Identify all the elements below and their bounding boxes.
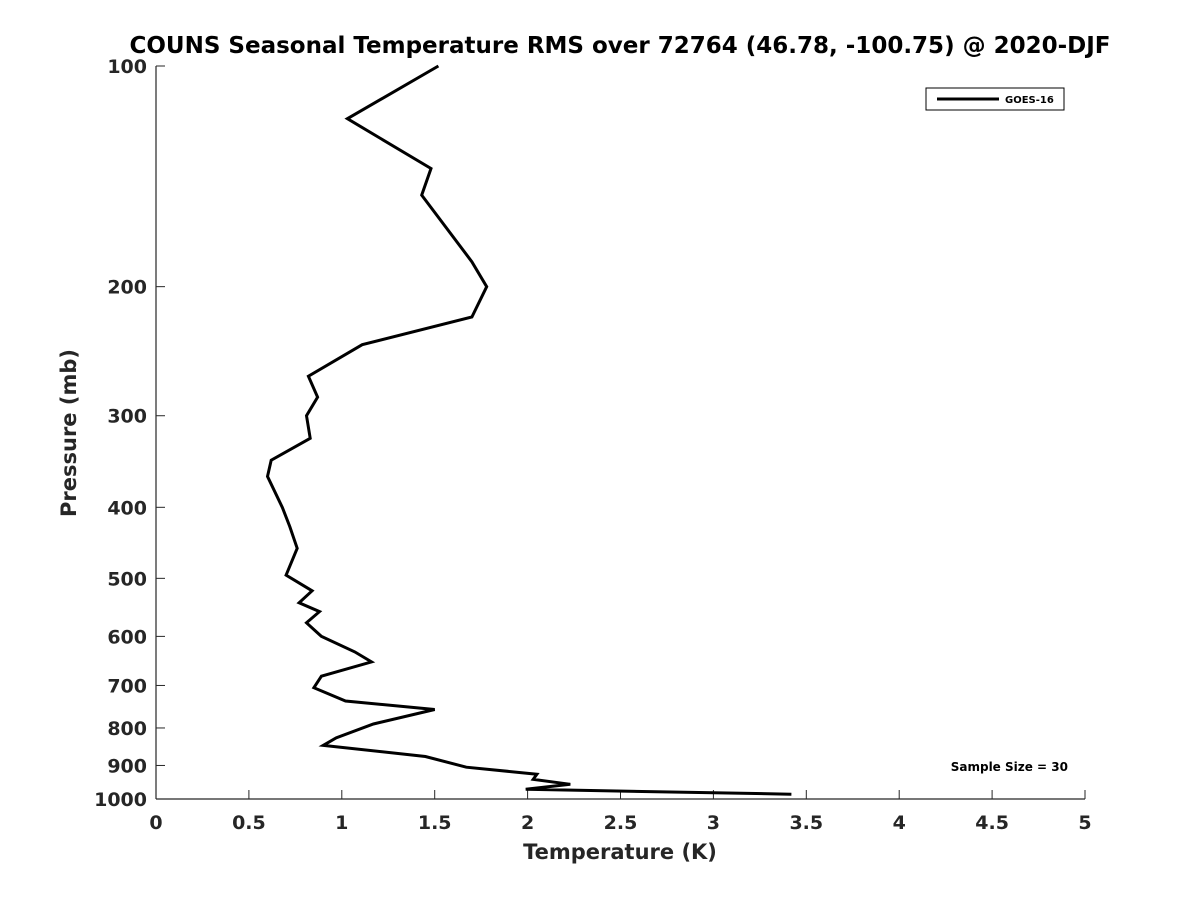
x-tick-label: 1 [335,812,348,834]
sample-size-annotation: Sample Size = 30 [951,760,1068,774]
y-tick-labels: 100 200 300 400 500 600 700 800 900 1000 [94,56,147,811]
x-tick-label: 3 [707,812,720,834]
y-axis-label: Pressure (mb) [57,349,81,517]
axes [155,66,1085,800]
y-tick-label: 200 [107,277,147,299]
series-group [265,64,792,796]
x-tick-label: 5 [1078,812,1091,834]
y-tick-label: 700 [107,675,147,697]
x-tick-label: 0.5 [232,812,266,834]
y-tick-label: 400 [107,497,147,519]
y-tick-label: 800 [107,718,147,740]
y-tick-label: 1000 [94,789,147,811]
tick-marks [155,65,1086,800]
y-tick-label: 100 [107,56,147,78]
x-tick-label: 1.5 [418,812,452,834]
y-tick-label: 300 [107,406,147,428]
y-tick-label: 500 [107,568,147,590]
x-tick-label: 0 [149,812,162,834]
y-tick-label: 900 [107,755,147,777]
x-tick-label: 3.5 [789,812,823,834]
legend: GOES-16 [925,87,1065,111]
chart-title: COUNS Seasonal Temperature RMS over 7276… [129,33,1110,59]
legend-label-goes-16: GOES-16 [1005,95,1054,106]
x-tick-label: 2.5 [604,812,638,834]
series-line-goes-16 [265,64,792,796]
x-tick-label: 4 [893,812,906,834]
x-axis-label: Temperature (K) [523,840,717,864]
x-tick-label: 4.5 [975,812,1009,834]
y-tick-label: 600 [107,626,147,648]
x-tick-label: 2 [521,812,534,834]
x-tick-labels: 0 0.5 1 1.5 2 2.5 3 3.5 4 4.5 5 [149,812,1091,834]
